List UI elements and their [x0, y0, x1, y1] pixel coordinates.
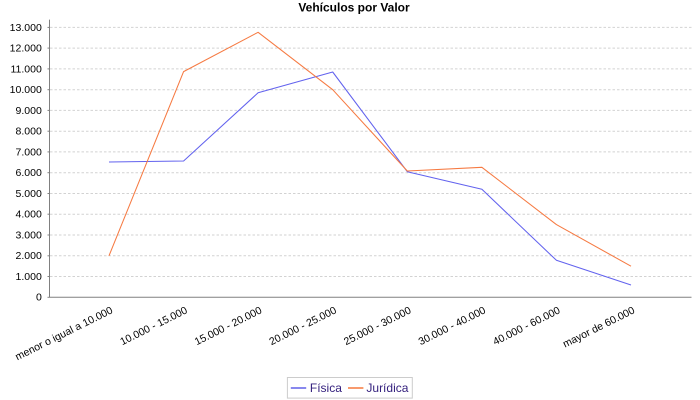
svg-text:8.000: 8.000: [16, 126, 42, 138]
svg-text:3.000: 3.000: [16, 229, 42, 241]
svg-text:4.000: 4.000: [16, 209, 42, 221]
svg-text:12.000: 12.000: [10, 43, 42, 55]
svg-text:11.000: 11.000: [10, 63, 41, 75]
svg-text:10.000: 10.000: [10, 84, 42, 96]
svg-text:1.000: 1.000: [16, 271, 42, 283]
svg-text:Física: Física: [310, 381, 342, 395]
svg-text:2.000: 2.000: [16, 250, 42, 262]
svg-text:13.000: 13.000: [10, 22, 42, 34]
svg-text:6.000: 6.000: [16, 167, 42, 179]
svg-text:Jurídica: Jurídica: [366, 381, 408, 395]
svg-text:Vehículos por Valor: Vehículos por Valor: [298, 1, 410, 15]
svg-text:5.000: 5.000: [16, 188, 42, 200]
svg-text:7.000: 7.000: [16, 146, 42, 158]
svg-text:9.000: 9.000: [16, 105, 42, 117]
svg-text:0: 0: [36, 292, 42, 304]
